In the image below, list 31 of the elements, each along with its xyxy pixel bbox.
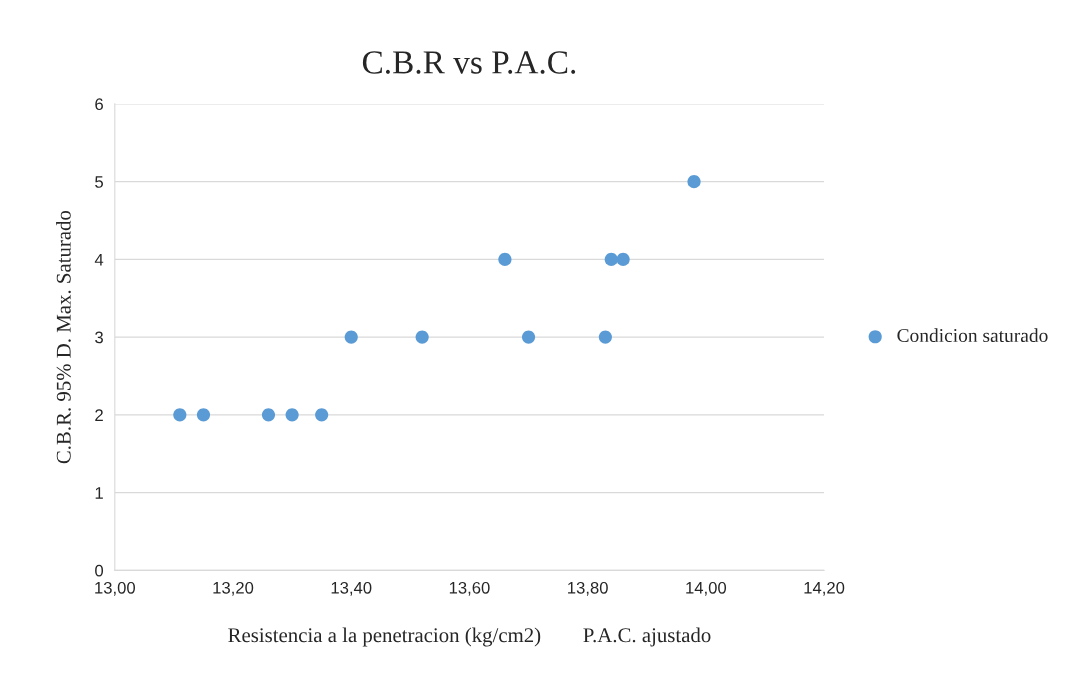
point bbox=[315, 408, 329, 422]
y-tick-label: 1 bbox=[95, 487, 103, 499]
y-tick-label: 2 bbox=[95, 409, 103, 421]
y-tick-label: 5 bbox=[95, 176, 103, 188]
legend-label: Condicion saturado bbox=[897, 328, 1048, 343]
point bbox=[344, 330, 358, 344]
y-tick-label: 0 bbox=[95, 564, 104, 577]
x-tick-label: 13,00 bbox=[95, 581, 136, 596]
y-tick-label: 4 bbox=[94, 253, 104, 266]
point bbox=[604, 252, 618, 266]
point bbox=[521, 330, 536, 344]
x-tick-label: 13,80 bbox=[568, 581, 608, 596]
y-axis-title: C.B.R. 95% D. Max. Saturado bbox=[56, 210, 71, 464]
point bbox=[498, 252, 512, 266]
x-tick-label: 14,20 bbox=[804, 581, 845, 596]
point bbox=[415, 330, 429, 344]
point bbox=[285, 408, 299, 422]
x-tick-label: 13,20 bbox=[213, 581, 254, 596]
point bbox=[173, 408, 187, 422]
x-axis-title: Resistencia a la penetracion (kg/cm2) P.A.C. ajustado bbox=[228, 627, 711, 647]
point bbox=[261, 408, 276, 422]
chart-title: C.B.R vs P.A.C. bbox=[362, 51, 576, 74]
point bbox=[687, 175, 701, 189]
x-tick-label: 13,60 bbox=[449, 581, 490, 596]
point bbox=[598, 330, 612, 344]
point bbox=[616, 252, 630, 266]
y-tick-label: 3 bbox=[95, 331, 103, 344]
x-tick-label: 13,40 bbox=[331, 581, 372, 596]
point bbox=[196, 408, 211, 422]
x-tick-label: 14,00 bbox=[686, 581, 727, 596]
y-tick-label: 6 bbox=[95, 98, 103, 111]
